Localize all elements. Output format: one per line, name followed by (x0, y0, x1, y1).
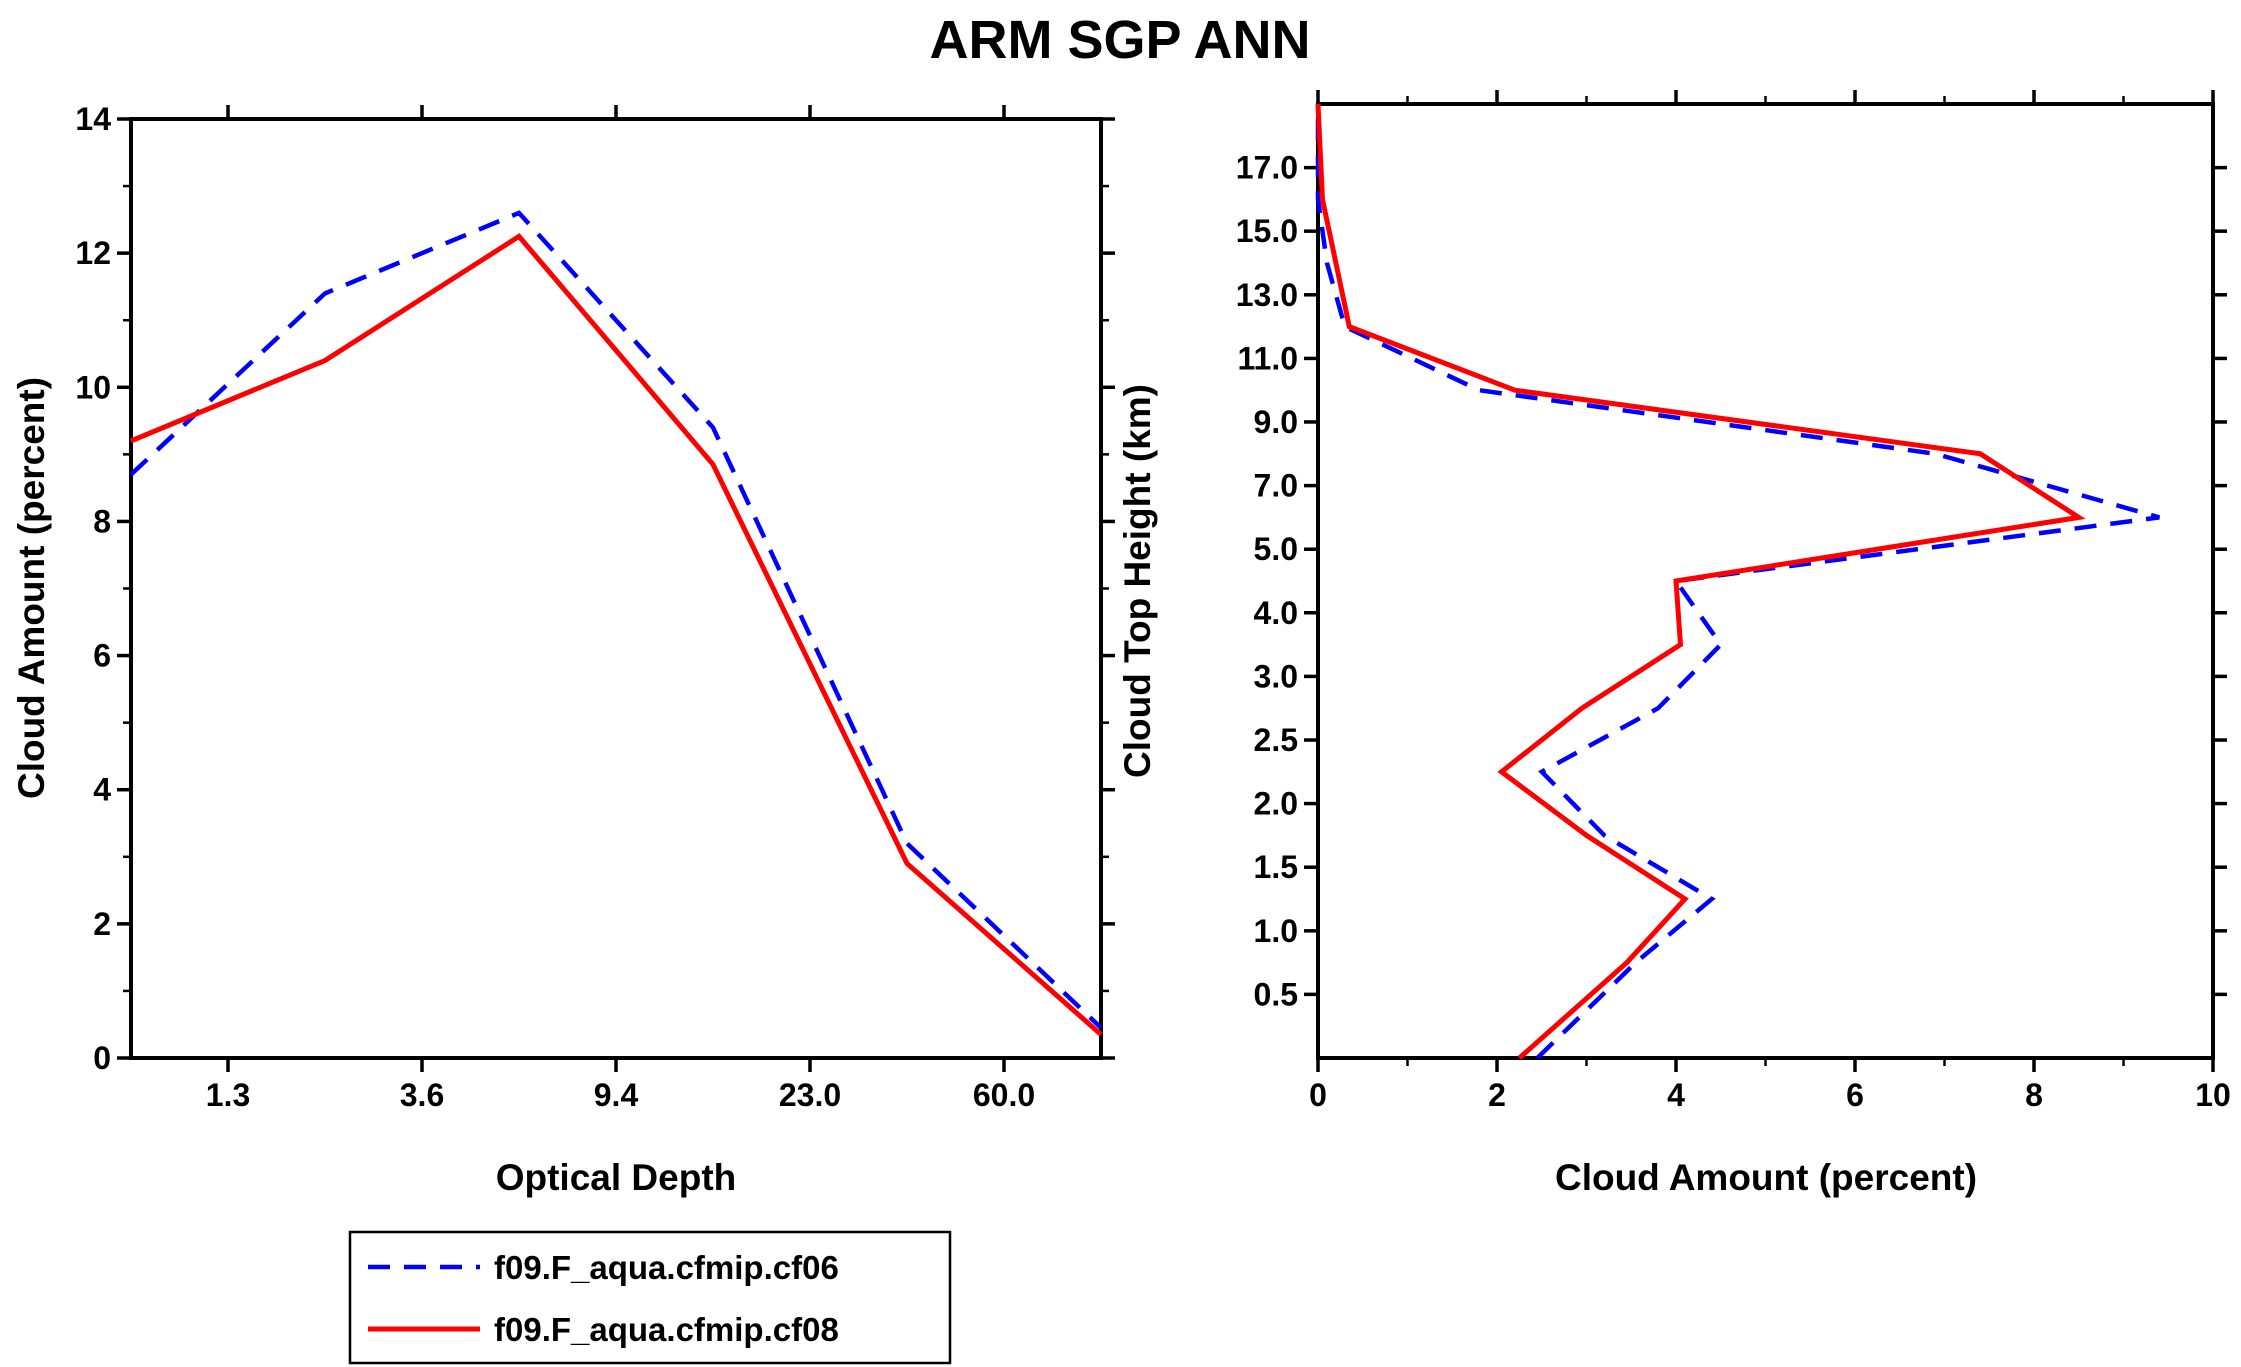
legend-label-cf06: f09.F_aqua.cfmip.cf06 (494, 1249, 839, 1286)
y-tick-label: 4.0 (1254, 595, 1298, 631)
y-tick-label: 5.0 (1254, 531, 1298, 567)
right-x-axis-title: Cloud Amount (percent) (1555, 1157, 1977, 1198)
x-tick-label: 4 (1667, 1077, 1685, 1113)
x-tick-label: 10 (2195, 1077, 2231, 1113)
y-tick-label: 9.0 (1254, 404, 1298, 440)
y-tick-label: 17.0 (1236, 150, 1298, 186)
left-y-axis-title: Cloud Amount (percent) (11, 377, 52, 799)
y-tick-label: 13.0 (1236, 277, 1298, 313)
y-tick-label: 8 (93, 503, 111, 539)
y-tick-label: 2 (93, 906, 111, 942)
y-tick-label: 4 (93, 772, 111, 808)
y-tick-label: 2.0 (1254, 786, 1298, 822)
plot-frame (1316, 102, 2215, 1060)
x-tick-label: 60.0 (973, 1077, 1035, 1113)
y-tick-label: 6 (93, 638, 111, 674)
y-tick-label: 15.0 (1236, 213, 1298, 249)
x-tick-label: 1.3 (206, 1077, 250, 1113)
panel-cloud-top-height: 0 2 4 6 8 10 0.5 1.0 1.5 2.0 2.5 3.0 4.0 5.0 7.0 9.0 11.… (1236, 90, 2231, 1113)
x-tick-label: 2 (1488, 1077, 1506, 1113)
y-tick-label: 1.5 (1254, 849, 1298, 885)
right-y-axis-title: Cloud Top Height (km) (1117, 384, 1158, 778)
left-x-axis-title: Optical Depth (496, 1157, 737, 1198)
panel-optical-depth: 1.3 3.6 9.4 23.0 60.0 0 2 4 6 8 10 12 14 (75, 101, 1115, 1113)
y-tick-label: 3.0 (1254, 658, 1298, 694)
y-tick-label: 1.0 (1254, 913, 1298, 949)
series-line-cf08 (130, 233, 1103, 1037)
x-tick-label: 0 (1309, 1077, 1327, 1113)
y-tick-label: 2.5 (1254, 722, 1298, 758)
series-line-cf06 (129, 210, 1103, 1030)
x-tick-label: 9.4 (594, 1077, 639, 1113)
legend: f09.F_aqua.cfmip.cf06 f09.F_aqua.cfmip.c… (348, 1230, 952, 1365)
y-tick-label: 14 (75, 101, 111, 137)
legend-label-cf08: f09.F_aqua.cfmip.cf08 (494, 1311, 839, 1348)
plot-frame (129, 117, 1103, 1060)
y-tick-label: 7.0 (1254, 468, 1298, 504)
figure-title: ARM SGP ANN (929, 10, 1310, 70)
series-line-cf06 (1315, 104, 2160, 1060)
series-line-cf08 (1315, 103, 2086, 1060)
y-tick-label: 12 (75, 235, 111, 271)
x-tick-label: 6 (1846, 1077, 1864, 1113)
x-tick-label: 23.0 (779, 1077, 841, 1113)
y-tick-label: 0 (93, 1040, 111, 1076)
y-tick-label: 10 (75, 369, 111, 405)
y-tick-label: 0.5 (1254, 976, 1298, 1012)
x-tick-label: 3.6 (400, 1077, 444, 1113)
x-tick-label: 8 (2025, 1077, 2043, 1113)
legend-box (348, 1230, 952, 1365)
y-tick-label: 11.0 (1237, 340, 1298, 376)
